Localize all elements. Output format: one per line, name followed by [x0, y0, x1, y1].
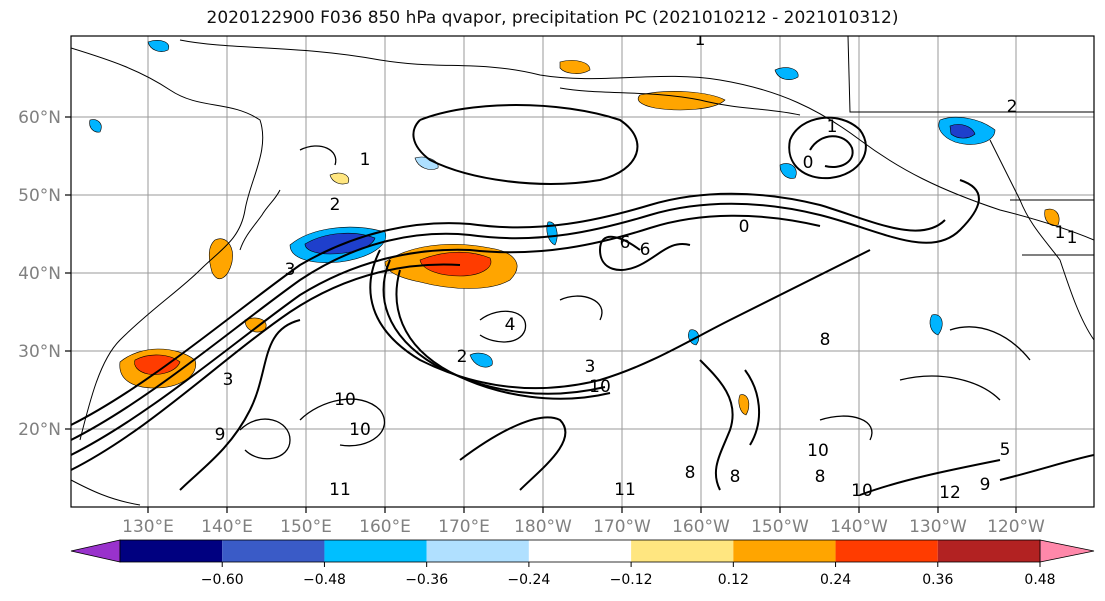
precip-region: [559, 60, 591, 74]
contour-label: 6: [620, 233, 631, 253]
colorbar-tick-label: 0.24: [820, 572, 851, 588]
colorbar-tick-label: 0.36: [922, 572, 953, 588]
contour-label: 1: [1067, 228, 1078, 248]
longitude-ticks: 130°E 140°E 150°E 160°E 170°E 180°W 170°W 160°W…: [122, 507, 1045, 537]
lon-tick-label: 180°W: [514, 517, 572, 537]
contour-label: 9: [980, 475, 991, 495]
contour-label: 9: [215, 425, 226, 445]
contour-label: 11: [614, 480, 636, 500]
colorbar-tick-label: −0.12: [610, 572, 653, 588]
colorbar-extend-high: [1039, 539, 1095, 563]
contour-label: 10: [807, 441, 829, 461]
contour-label: 11: [329, 480, 351, 500]
lat-tick-label: 30°N: [18, 342, 61, 362]
lon-tick-label: 130°E: [122, 517, 174, 537]
contour-lines: [71, 104, 1094, 496]
contour-label: 1: [827, 117, 838, 137]
precip-region: [949, 124, 976, 139]
contour-label: 8: [730, 467, 741, 487]
colorbar-segment: [937, 540, 1040, 562]
latitude-ticks: 60°N 50°N 40°N 30°N 20°N: [18, 108, 71, 440]
precip-region: [147, 40, 170, 52]
precip-region: [1044, 208, 1060, 226]
contour-label: 10: [334, 390, 356, 410]
lat-tick-label: 50°N: [18, 186, 61, 206]
contour-label: 1: [695, 30, 706, 50]
coastlines: [71, 36, 1094, 506]
colorbar-segment: [733, 540, 836, 562]
colorbar-tick-label: 0.12: [718, 572, 749, 588]
contour-label: 0: [739, 217, 750, 237]
contour-label: 0: [803, 153, 814, 173]
colorbar-segment: [631, 540, 734, 562]
contour-label: 8: [820, 330, 831, 350]
precip-region: [329, 172, 350, 185]
contour-label: 10: [589, 377, 611, 397]
lat-tick-label: 40°N: [18, 264, 61, 284]
contour-label: 3: [585, 357, 596, 377]
map-frame: [70, 35, 1095, 508]
contour-label: 1: [360, 150, 371, 170]
colorbar-tick-label: −0.36: [405, 572, 448, 588]
colorbar-tick-label: 0.48: [1024, 572, 1055, 588]
lon-tick-label: 120°W: [987, 517, 1045, 537]
precipitation-fill: [89, 40, 1060, 416]
contour-label: 5: [1000, 440, 1011, 460]
precip-region: [929, 314, 943, 336]
lon-tick-label: 150°W: [751, 517, 809, 537]
contour-label: 12: [939, 483, 961, 503]
lon-tick-label: 150°E: [280, 517, 332, 537]
contour-label: 2: [457, 347, 468, 367]
contour-lines-thin: [239, 145, 1031, 460]
colorbar-segment: [426, 540, 529, 562]
colorbar-tick-label: −0.48: [303, 572, 346, 588]
lon-tick-label: 170°W: [593, 517, 651, 537]
lon-tick-label: 170°E: [438, 517, 490, 537]
colorbar-segment: [324, 540, 427, 562]
precip-region: [738, 394, 750, 416]
colorbar-segment: [222, 540, 325, 562]
lat-tick-label: 20°N: [18, 420, 61, 440]
colorbar-segment: [528, 540, 632, 562]
contour-label: 10: [349, 420, 371, 440]
contour-label: 2: [1007, 97, 1018, 117]
precip-region: [774, 67, 799, 80]
precip-region: [779, 163, 797, 179]
colorbar: −0.60 −0.48 −0.36 −0.24 −0.12 0.12 0.24 0.36 0.4…: [70, 539, 1095, 588]
colorbar-tick-label: −0.60: [201, 572, 244, 588]
contour-label: 10: [851, 481, 873, 501]
precip-region: [637, 91, 726, 111]
contour-label: 2: [330, 195, 341, 215]
lon-tick-label: 130°W: [909, 517, 967, 537]
colorbar-segment: [835, 540, 938, 562]
colorbar-tick-label: −0.24: [507, 572, 550, 588]
precip-region: [134, 354, 181, 375]
precip-region: [469, 352, 493, 368]
contour-label: 4: [505, 315, 516, 335]
contour-label: 6: [640, 240, 651, 260]
lon-tick-label: 140°E: [201, 517, 253, 537]
contour-label: 3: [285, 260, 296, 280]
contour-label: 8: [815, 467, 826, 487]
precip-region: [546, 221, 558, 246]
contour-label: 1: [1055, 223, 1066, 243]
lon-tick-label: 140°W: [830, 517, 888, 537]
lon-tick-label: 160°E: [359, 517, 411, 537]
lat-tick-label: 60°N: [18, 108, 61, 128]
map-title: 2020122900 F036 850 hPa qvapor, precipit…: [206, 8, 899, 28]
colorbar-extend-low: [70, 539, 121, 563]
colorbar-segment: [120, 540, 223, 562]
contour-label: 3: [223, 370, 234, 390]
lon-tick-label: 160°W: [672, 517, 730, 537]
contour-label: 8: [685, 463, 696, 483]
precip-region: [89, 119, 102, 133]
